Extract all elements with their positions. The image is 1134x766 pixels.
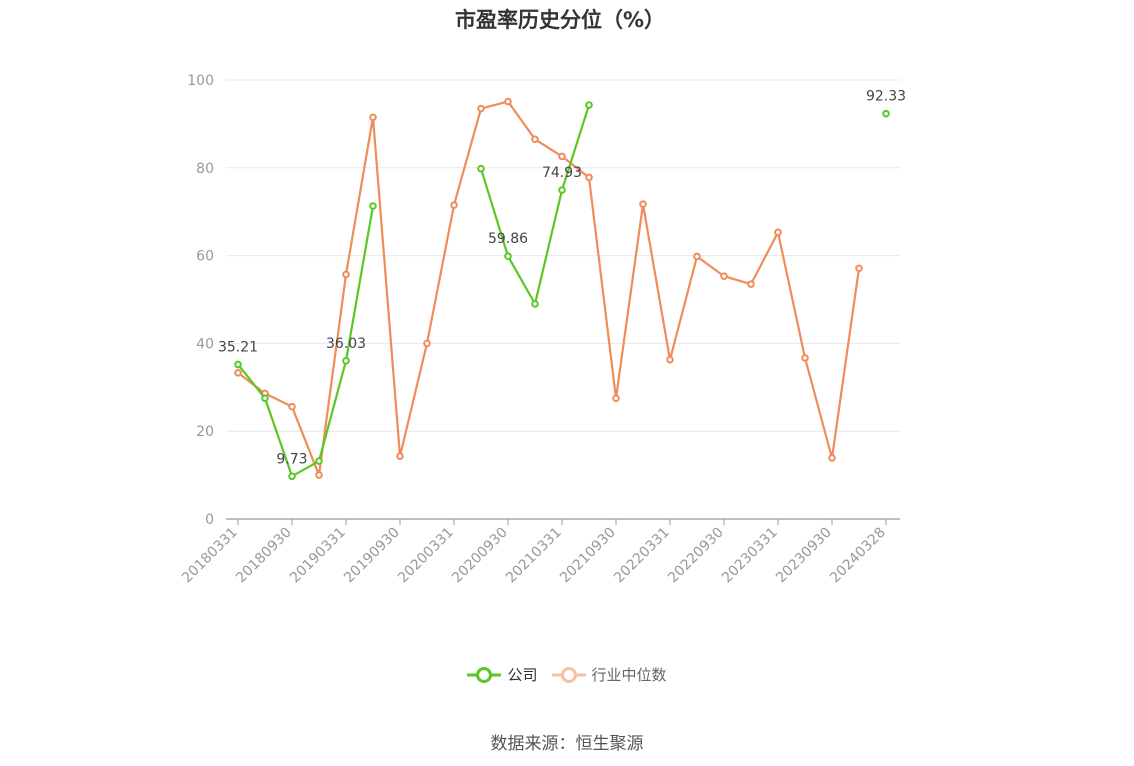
industry-point-20230930 — [828, 454, 836, 462]
x-tick-label-20230930: 20230930 — [773, 525, 835, 587]
legend-item-company[interactable]: 公司 — [467, 664, 538, 685]
data-label-company-20240328: 92.33 — [866, 89, 906, 105]
x-tick-label-20240328: 20240328 — [827, 525, 889, 587]
company-point-20200930 — [504, 252, 512, 261]
company-point-20200630 — [477, 164, 485, 173]
axes: 0 20 40 60 80 100 2018033120180930201903312019… — [179, 73, 900, 586]
data-label-company-20190331: 36.03 — [326, 336, 366, 352]
company-point-20210331 — [558, 186, 566, 194]
industry-point-20200331 — [450, 201, 458, 209]
x-tick-label-20190930: 20190930 — [341, 525, 403, 587]
company-line-segment-1 — [479, 104, 591, 305]
x-tick-label-20180930: 20180930 — [233, 525, 295, 587]
industry-point-20231231 — [855, 264, 863, 273]
industry-point-20200630 — [477, 104, 485, 113]
x-tick-label-20230331: 20230331 — [719, 525, 781, 587]
y-tick-label-100: 100 — [187, 73, 214, 89]
data-label-company-20180930: 9.73 — [276, 451, 307, 467]
data-labels: 35.21 9.73 36.03 59.86 74.93 92.33 — [218, 89, 906, 468]
legend-industry-line-icon — [551, 666, 586, 683]
data-source: 数据来源：恒生聚源 — [490, 734, 644, 754]
x-tick-label-20210331: 20210331 — [503, 525, 565, 587]
industry-point-20200930 — [504, 97, 512, 106]
company-point-20180331 — [234, 360, 242, 369]
x-tick-label-20200930: 20200930 — [449, 525, 511, 587]
x-tick-label-20200331: 20200331 — [395, 525, 457, 587]
company-line-segment-0 — [237, 205, 375, 478]
legend-company-line-icon — [467, 666, 502, 683]
industry-point-20220331 — [666, 355, 674, 364]
industry-point-20230630 — [801, 354, 809, 362]
industry-point-20220930 — [720, 272, 728, 281]
company-point-20180930 — [288, 472, 296, 481]
industry-point-20221231 — [747, 280, 755, 288]
industry-point-20181231 — [315, 471, 323, 479]
company-point-20181231 — [315, 457, 323, 465]
y-tick-label-20: 20 — [196, 424, 214, 440]
company-point-20190331 — [342, 357, 350, 365]
grid-lines — [226, 79, 900, 432]
industry-point-20180930 — [288, 402, 296, 411]
company-point-20210630 — [585, 101, 593, 109]
chart-title: 市盈率历史分位（%） — [454, 8, 666, 32]
industry-point-20190630 — [369, 113, 377, 122]
legend: 公司 行业中位数 — [0, 664, 1134, 685]
company-point-20240328 — [882, 109, 890, 118]
x-tick-label-20210930: 20210930 — [557, 525, 619, 587]
x-tick-label-20190331: 20190331 — [287, 525, 349, 587]
industry-point-20190331 — [342, 270, 350, 279]
y-tick-label-80: 80 — [196, 161, 214, 177]
industry-point-20210331 — [558, 152, 566, 161]
data-label-company-20210331: 74.93 — [542, 165, 582, 181]
y-tick-label-40: 40 — [196, 336, 214, 352]
legend-item-industry[interactable]: 行业中位数 — [551, 664, 667, 685]
series-industry — [234, 97, 863, 479]
company-point-20190630 — [369, 202, 377, 210]
x-tick-label-20220331: 20220331 — [611, 525, 673, 587]
company-point-20201231 — [531, 300, 539, 308]
industry-point-20210930 — [612, 394, 620, 403]
industry-point-20190930 — [396, 452, 404, 461]
data-label-company-20180331: 35.21 — [218, 339, 258, 355]
industry-point-20211231 — [639, 200, 647, 209]
x-tick-label-20180331: 20180331 — [179, 525, 241, 587]
industry-point-20191231 — [423, 339, 431, 348]
y-tick-label-0: 0 — [205, 512, 214, 528]
industry-point-20220630 — [693, 252, 701, 261]
legend-label-company: 公司 — [507, 666, 538, 684]
industry-point-20210630 — [585, 173, 593, 182]
x-tick-label-20220930: 20220930 — [665, 525, 727, 587]
industry-point-20201231 — [531, 135, 539, 144]
company-point-20180630 — [261, 394, 269, 403]
y-tick-label-60: 60 — [196, 249, 214, 265]
legend-label-industry: 行业中位数 — [591, 666, 667, 684]
industry-point-20230331 — [774, 228, 782, 237]
series-company — [234, 101, 890, 481]
industry-point-20180331 — [234, 369, 242, 377]
industry-line-segment-0 — [237, 100, 861, 477]
series-lines — [234, 97, 890, 481]
data-label-company-20200930: 59.86 — [488, 231, 528, 247]
